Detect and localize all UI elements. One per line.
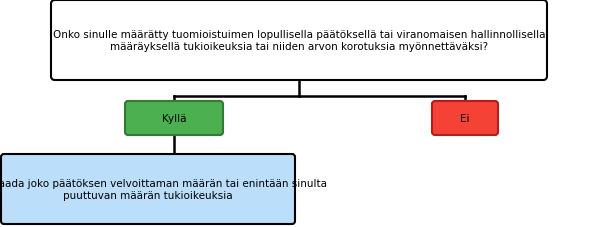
FancyBboxPatch shape	[1, 154, 295, 224]
Text: Ei: Ei	[460, 114, 470, 123]
Text: Voit saada joko päätöksen velvoittaman määrän tai enintään sinulta
puuttuvan mää: Voit saada joko päätöksen velvoittaman m…	[0, 178, 326, 200]
FancyBboxPatch shape	[51, 1, 547, 81]
FancyBboxPatch shape	[125, 101, 223, 135]
Text: Onko sinulle määrätty tuomioistuimen lopullisella päätöksellä tai viranomaisen h: Onko sinulle määrätty tuomioistuimen lop…	[53, 30, 545, 52]
Text: Kyllä: Kyllä	[162, 114, 186, 123]
FancyBboxPatch shape	[432, 101, 498, 135]
